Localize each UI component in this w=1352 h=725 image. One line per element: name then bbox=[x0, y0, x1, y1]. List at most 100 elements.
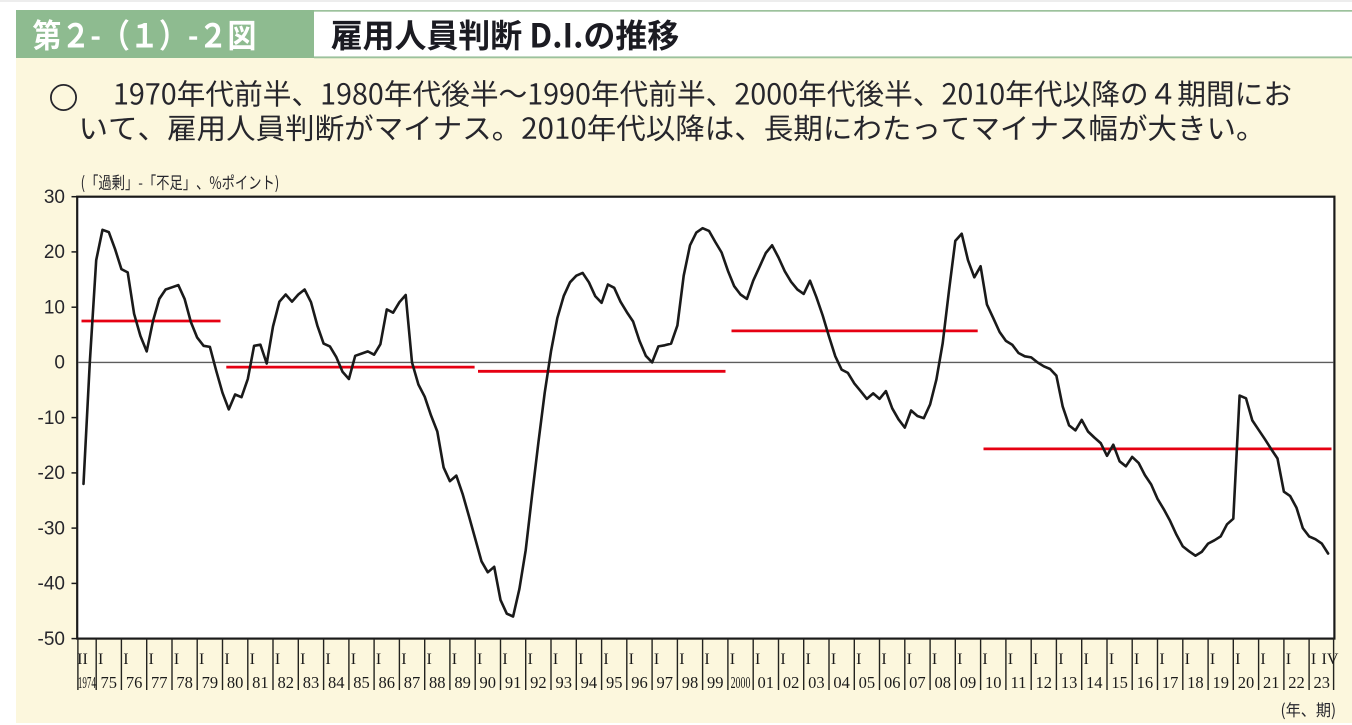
svg-text:I: I bbox=[1210, 651, 1215, 668]
svg-text:93: 93 bbox=[555, 673, 572, 692]
svg-text:08: 08 bbox=[934, 673, 951, 692]
svg-text:82: 82 bbox=[277, 673, 294, 692]
svg-text:91: 91 bbox=[505, 673, 522, 692]
svg-text:20: 20 bbox=[1238, 673, 1255, 692]
svg-text:23: 23 bbox=[1314, 673, 1331, 692]
svg-text:19: 19 bbox=[1212, 673, 1229, 692]
svg-text:87: 87 bbox=[404, 673, 421, 692]
svg-text:79: 79 bbox=[202, 673, 219, 692]
svg-text:I: I bbox=[907, 651, 912, 668]
svg-text:I: I bbox=[629, 651, 634, 668]
svg-text:I: I bbox=[553, 651, 558, 668]
svg-text:02: 02 bbox=[783, 673, 800, 692]
svg-text:I: I bbox=[224, 651, 229, 668]
svg-text:11: 11 bbox=[1011, 673, 1027, 692]
svg-text:06: 06 bbox=[884, 673, 901, 692]
svg-text:17: 17 bbox=[1162, 673, 1179, 692]
svg-text:II: II bbox=[77, 651, 88, 668]
svg-text:0: 0 bbox=[54, 353, 65, 374]
svg-text:I: I bbox=[679, 651, 684, 668]
svg-text:15: 15 bbox=[1111, 673, 1128, 692]
svg-text:-20: -20 bbox=[38, 463, 65, 484]
svg-text:I: I bbox=[603, 651, 608, 668]
svg-text:I: I bbox=[275, 651, 280, 668]
svg-text:I: I bbox=[477, 651, 482, 668]
svg-text:96: 96 bbox=[631, 673, 648, 692]
svg-text:I: I bbox=[1311, 651, 1316, 668]
svg-text:1974: 1974 bbox=[78, 673, 96, 692]
svg-text:13: 13 bbox=[1061, 673, 1078, 692]
svg-text:I: I bbox=[780, 651, 785, 668]
svg-text:I: I bbox=[174, 651, 179, 668]
svg-text:09: 09 bbox=[960, 673, 977, 692]
svg-text:80: 80 bbox=[227, 673, 244, 692]
svg-text:89: 89 bbox=[454, 673, 471, 692]
svg-text:I: I bbox=[1134, 651, 1139, 668]
svg-text:I: I bbox=[149, 651, 154, 668]
svg-text:95: 95 bbox=[606, 673, 623, 692]
svg-text:12: 12 bbox=[1036, 673, 1053, 692]
svg-text:I: I bbox=[730, 651, 735, 668]
svg-text:01: 01 bbox=[758, 673, 775, 692]
svg-text:99: 99 bbox=[707, 673, 724, 692]
svg-text:77: 77 bbox=[151, 673, 168, 692]
svg-text:18: 18 bbox=[1187, 673, 1204, 692]
svg-text:14: 14 bbox=[1086, 673, 1103, 692]
svg-text:I: I bbox=[704, 651, 709, 668]
svg-text:76: 76 bbox=[126, 673, 143, 692]
svg-text:22: 22 bbox=[1288, 673, 1305, 692]
svg-text:I: I bbox=[1033, 651, 1038, 668]
svg-text:I: I bbox=[300, 651, 305, 668]
svg-text:I: I bbox=[1286, 651, 1291, 668]
svg-text:I: I bbox=[351, 651, 356, 668]
svg-text:05: 05 bbox=[859, 673, 876, 692]
svg-text:I: I bbox=[957, 651, 962, 668]
svg-text:10: 10 bbox=[44, 297, 65, 318]
svg-text:84: 84 bbox=[328, 673, 345, 692]
svg-text:I: I bbox=[806, 651, 811, 668]
svg-text:I: I bbox=[881, 651, 886, 668]
svg-text:2000: 2000 bbox=[731, 673, 751, 691]
svg-text:78: 78 bbox=[176, 673, 193, 692]
svg-text:94: 94 bbox=[581, 673, 598, 692]
svg-text:I: I bbox=[1008, 651, 1013, 668]
svg-text:I: I bbox=[528, 651, 533, 668]
svg-text:I: I bbox=[1185, 651, 1190, 668]
svg-text:I: I bbox=[932, 651, 937, 668]
svg-text:88: 88 bbox=[429, 673, 446, 692]
svg-text:86: 86 bbox=[379, 673, 396, 692]
svg-text:I: I bbox=[98, 651, 103, 668]
svg-text:I: I bbox=[376, 651, 381, 668]
svg-text:I: I bbox=[123, 651, 128, 668]
svg-text:81: 81 bbox=[252, 673, 269, 692]
svg-text:I: I bbox=[831, 651, 836, 668]
svg-text:85: 85 bbox=[353, 673, 370, 692]
svg-text:I: I bbox=[199, 651, 204, 668]
svg-text:98: 98 bbox=[682, 673, 699, 692]
svg-text:03: 03 bbox=[808, 673, 825, 692]
svg-text:20: 20 bbox=[44, 242, 65, 263]
svg-text:IV: IV bbox=[1322, 651, 1339, 668]
svg-text:I: I bbox=[250, 651, 255, 668]
svg-text:-10: -10 bbox=[38, 408, 65, 429]
svg-text:92: 92 bbox=[530, 673, 547, 692]
svg-text:I: I bbox=[427, 651, 432, 668]
svg-text:16: 16 bbox=[1137, 673, 1154, 692]
svg-text:07: 07 bbox=[909, 673, 926, 692]
svg-text:30: 30 bbox=[44, 187, 65, 208]
svg-text:90: 90 bbox=[480, 673, 497, 692]
svg-text:I: I bbox=[325, 651, 330, 668]
svg-text:21: 21 bbox=[1263, 673, 1280, 692]
svg-text:75: 75 bbox=[101, 673, 118, 692]
svg-text:-50: -50 bbox=[38, 629, 65, 650]
svg-text:04: 04 bbox=[833, 673, 850, 692]
svg-text:10: 10 bbox=[985, 673, 1002, 692]
svg-text:I: I bbox=[1235, 651, 1240, 668]
svg-text:I: I bbox=[1260, 651, 1265, 668]
svg-text:I: I bbox=[1058, 651, 1063, 668]
svg-text:I: I bbox=[1159, 651, 1164, 668]
svg-text:I: I bbox=[452, 651, 457, 668]
svg-text:I: I bbox=[1084, 651, 1089, 668]
svg-text:97: 97 bbox=[656, 673, 673, 692]
svg-text:-40: -40 bbox=[38, 574, 65, 595]
